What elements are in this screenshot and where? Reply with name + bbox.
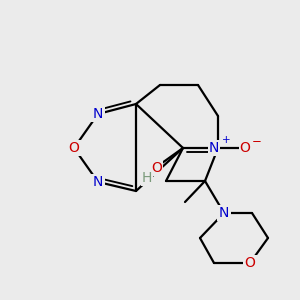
Text: O: O <box>152 161 162 175</box>
Text: N: N <box>93 175 103 189</box>
Text: H: H <box>142 171 152 185</box>
Text: +: + <box>222 135 230 145</box>
Text: N: N <box>209 141 219 155</box>
Text: O: O <box>69 141 80 155</box>
Text: −: − <box>252 134 262 148</box>
Text: N: N <box>219 206 229 220</box>
Text: O: O <box>240 141 250 155</box>
Text: O: O <box>244 256 255 270</box>
Text: N: N <box>93 107 103 121</box>
